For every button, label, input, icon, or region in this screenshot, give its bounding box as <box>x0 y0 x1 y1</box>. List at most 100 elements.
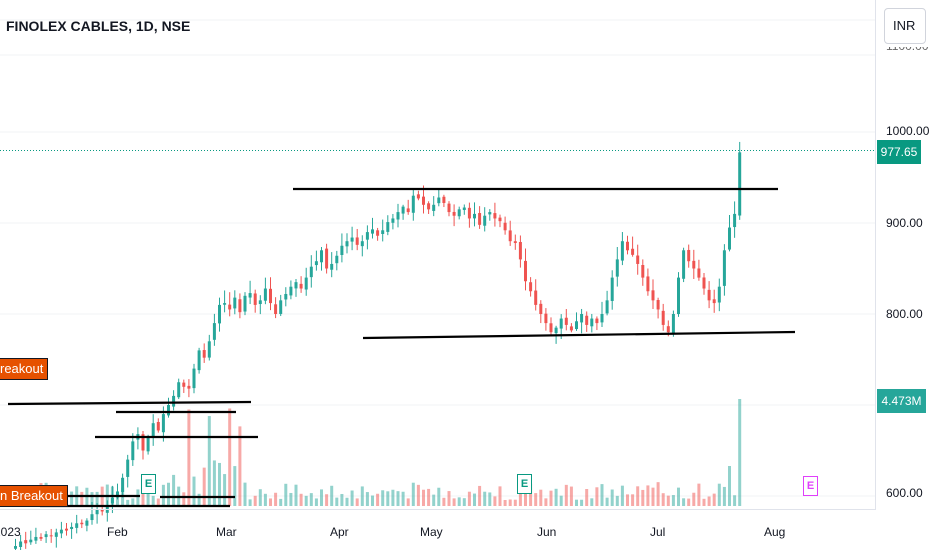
volume-bar <box>549 490 553 506</box>
volume-bar <box>116 494 119 506</box>
candle-body <box>437 197 441 204</box>
volume-bar <box>202 467 206 506</box>
volume-bar <box>335 497 339 506</box>
volume-bar <box>483 491 487 506</box>
candle-body <box>416 194 420 199</box>
volume-bar <box>253 495 257 506</box>
earnings-icon[interactable]: E <box>803 476 818 496</box>
candle-body <box>340 245 344 255</box>
x-tick-jul: Jul <box>650 525 666 539</box>
volume-bar <box>70 491 74 506</box>
trend-line[interactable] <box>362 330 796 340</box>
volume-bar <box>707 496 711 506</box>
volume-bar <box>350 490 354 506</box>
candle-body <box>187 385 191 389</box>
volume-bar <box>207 416 211 506</box>
candle-body <box>65 528 68 531</box>
candle-body <box>70 526 74 530</box>
candle-body <box>151 423 155 437</box>
volume-bar <box>228 408 232 506</box>
volume-bar <box>580 499 584 506</box>
volume-bar <box>182 492 186 506</box>
candle-body <box>90 514 94 521</box>
candle-body <box>452 211 456 216</box>
volume-bar <box>733 495 737 506</box>
candle-body <box>299 283 303 289</box>
volume-bar <box>518 486 522 506</box>
candle-body <box>238 299 242 313</box>
volume-bar <box>386 491 390 506</box>
candle-body <box>309 266 313 278</box>
breakout-label[interactable]: reakout <box>0 358 49 380</box>
candle-body <box>110 497 114 504</box>
volume-bar <box>416 484 420 506</box>
candle-body <box>447 203 451 213</box>
candle-body <box>473 213 476 219</box>
volume-bar <box>610 489 614 506</box>
volume-bar <box>564 484 568 506</box>
volume-bar <box>478 485 482 506</box>
candle-body <box>365 232 369 240</box>
volume-bar <box>365 492 369 506</box>
candle-body <box>212 323 216 340</box>
candle-body <box>182 382 186 387</box>
candle-body <box>207 341 211 358</box>
breakout-label[interactable]: n Breakout <box>0 485 68 507</box>
volume-bar <box>212 460 216 506</box>
candle-body <box>728 227 731 250</box>
candle-body <box>85 520 89 526</box>
candle-body <box>411 195 415 213</box>
volume-bar <box>569 486 573 506</box>
candle-body <box>615 259 619 277</box>
volume-bar <box>452 498 456 506</box>
candle-body <box>376 230 380 236</box>
volume-bar <box>371 495 374 506</box>
volume-bar <box>651 487 655 506</box>
volume-bar <box>473 493 476 506</box>
volume-bar <box>575 499 578 506</box>
candle-body <box>457 209 461 217</box>
volume-bar <box>274 492 278 506</box>
volume-bar <box>95 491 99 506</box>
volume-bar <box>187 409 191 506</box>
volume-bar <box>161 484 165 506</box>
volume-bar <box>447 491 451 506</box>
volume-bar <box>559 495 563 506</box>
trend-lines[interactable] <box>0 187 796 508</box>
candle-body <box>493 213 497 219</box>
volume-bar <box>631 494 635 506</box>
volume-bar <box>498 486 502 506</box>
candle-body <box>620 241 624 261</box>
x-tick-aug: Aug <box>764 525 786 539</box>
volume-bar <box>197 493 201 506</box>
volume-bar <box>325 494 329 506</box>
candle-body <box>161 414 165 433</box>
last-price-label: 977.65 <box>877 140 921 164</box>
candle-body <box>508 230 512 242</box>
candle-body <box>95 509 99 515</box>
volume-bar <box>539 489 543 506</box>
candle-body <box>554 327 558 334</box>
volume-bar <box>432 494 436 506</box>
volume-bar <box>340 493 344 506</box>
volume-bar <box>620 485 624 506</box>
candle-body <box>304 277 308 290</box>
earnings-icon[interactable]: E <box>517 474 532 494</box>
currency-button[interactable]: INR <box>884 8 926 44</box>
volume-bar <box>503 499 507 506</box>
earnings-icon[interactable]: E <box>141 474 156 494</box>
volume-bar <box>595 487 599 506</box>
candle-body <box>279 300 283 314</box>
candle-body <box>177 382 181 398</box>
y-tick-900: 900.00 <box>886 216 923 230</box>
candle-body <box>478 213 482 225</box>
candle-body <box>569 326 573 331</box>
volume-bar <box>722 486 726 506</box>
x-tick-jun: Jun <box>537 525 557 539</box>
candle-body <box>600 314 604 323</box>
trend-line[interactable] <box>7 400 252 406</box>
volume-bar <box>233 466 237 506</box>
volume-bar <box>126 499 130 506</box>
volume-bar <box>615 495 619 506</box>
